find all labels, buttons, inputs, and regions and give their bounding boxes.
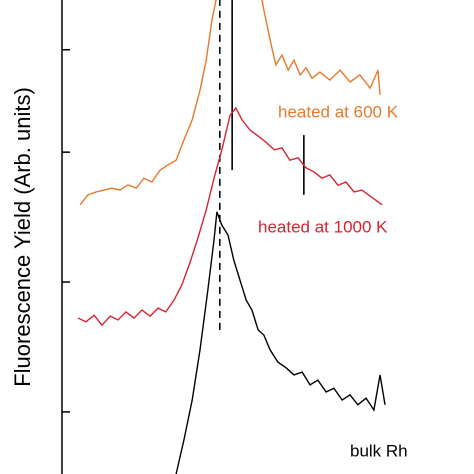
series-line — [175, 211, 386, 474]
plot-area — [77, 0, 386, 474]
series-line — [77, 106, 383, 327]
y-axis-label: Fluorescence Yield (Arb. units) — [10, 87, 35, 387]
series-label: heated at 1000 K — [258, 217, 388, 236]
series-line — [79, 0, 381, 206]
series-label: heated at 600 K — [278, 102, 399, 121]
series-label: bulk Rh — [350, 441, 408, 460]
